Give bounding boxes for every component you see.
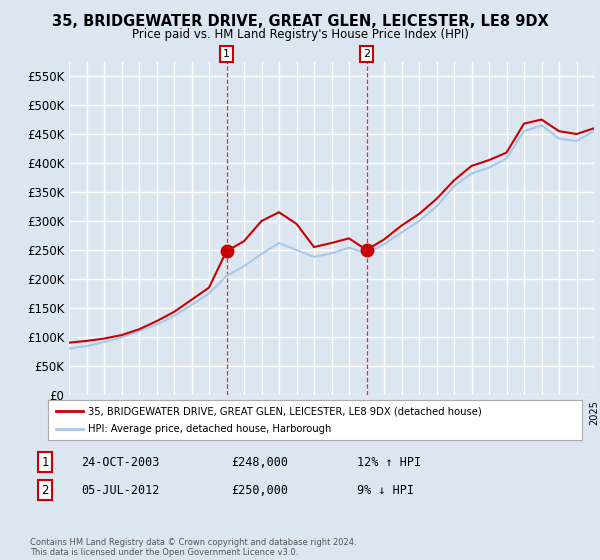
Text: £248,000: £248,000	[231, 455, 288, 469]
Text: HPI: Average price, detached house, Harborough: HPI: Average price, detached house, Harb…	[88, 423, 331, 433]
Text: 24-OCT-2003: 24-OCT-2003	[81, 455, 160, 469]
Text: Price paid vs. HM Land Registry's House Price Index (HPI): Price paid vs. HM Land Registry's House …	[131, 28, 469, 41]
Text: 1: 1	[41, 455, 49, 469]
Text: 9% ↓ HPI: 9% ↓ HPI	[357, 483, 414, 497]
Text: £250,000: £250,000	[231, 483, 288, 497]
Text: 2: 2	[41, 483, 49, 497]
Text: 35, BRIDGEWATER DRIVE, GREAT GLEN, LEICESTER, LE8 9DX (detached house): 35, BRIDGEWATER DRIVE, GREAT GLEN, LEICE…	[88, 407, 482, 417]
Text: 2: 2	[363, 49, 370, 59]
Text: 1: 1	[223, 49, 230, 59]
Text: 35, BRIDGEWATER DRIVE, GREAT GLEN, LEICESTER, LE8 9DX: 35, BRIDGEWATER DRIVE, GREAT GLEN, LEICE…	[52, 14, 548, 29]
Text: 12% ↑ HPI: 12% ↑ HPI	[357, 455, 421, 469]
Text: 05-JUL-2012: 05-JUL-2012	[81, 483, 160, 497]
Text: Contains HM Land Registry data © Crown copyright and database right 2024.
This d: Contains HM Land Registry data © Crown c…	[30, 538, 356, 557]
